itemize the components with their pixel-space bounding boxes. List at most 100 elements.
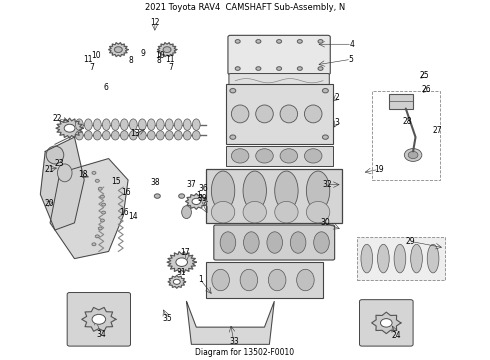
Circle shape — [230, 135, 236, 139]
Text: 32: 32 — [322, 180, 332, 189]
Polygon shape — [186, 194, 207, 209]
Ellipse shape — [138, 119, 146, 130]
Ellipse shape — [280, 149, 297, 163]
Circle shape — [96, 179, 99, 182]
Circle shape — [176, 258, 188, 266]
Polygon shape — [167, 252, 196, 273]
Circle shape — [101, 211, 105, 214]
Text: 27: 27 — [433, 126, 442, 135]
Ellipse shape — [231, 149, 249, 163]
Polygon shape — [56, 118, 83, 138]
Ellipse shape — [129, 119, 137, 130]
Circle shape — [98, 227, 102, 230]
Text: 10: 10 — [155, 51, 165, 60]
Text: 7: 7 — [89, 63, 94, 72]
Polygon shape — [82, 307, 116, 331]
Ellipse shape — [183, 119, 191, 130]
Circle shape — [115, 47, 122, 53]
Text: 36: 36 — [199, 184, 208, 193]
Text: 38: 38 — [150, 178, 160, 187]
Text: 16: 16 — [120, 208, 129, 217]
Ellipse shape — [240, 269, 258, 291]
Circle shape — [115, 47, 122, 53]
Ellipse shape — [306, 202, 330, 223]
Ellipse shape — [156, 131, 164, 140]
Ellipse shape — [394, 244, 406, 273]
Ellipse shape — [129, 131, 137, 140]
Ellipse shape — [147, 119, 155, 130]
Circle shape — [100, 195, 104, 198]
Text: 21: 21 — [45, 165, 54, 174]
Text: 16: 16 — [121, 188, 130, 197]
Circle shape — [318, 40, 323, 43]
Text: 33: 33 — [229, 337, 239, 346]
Text: 20: 20 — [44, 199, 54, 208]
Text: 13: 13 — [130, 129, 140, 138]
Ellipse shape — [290, 232, 306, 253]
Ellipse shape — [147, 131, 155, 140]
Circle shape — [256, 67, 261, 70]
FancyBboxPatch shape — [389, 94, 413, 109]
Ellipse shape — [46, 146, 64, 164]
Ellipse shape — [111, 119, 119, 130]
Ellipse shape — [269, 269, 286, 291]
Ellipse shape — [408, 152, 418, 158]
Text: 7: 7 — [169, 63, 173, 72]
Ellipse shape — [193, 131, 200, 140]
Circle shape — [235, 40, 240, 43]
Circle shape — [163, 47, 171, 53]
Text: 2021 Toyota RAV4  CAMSHAFT Sub-Assembly, N: 2021 Toyota RAV4 CAMSHAFT Sub-Assembly, … — [145, 3, 345, 12]
Text: 10: 10 — [92, 51, 101, 60]
Ellipse shape — [102, 131, 110, 140]
Ellipse shape — [193, 119, 200, 130]
Circle shape — [163, 47, 171, 53]
Ellipse shape — [275, 171, 298, 210]
Circle shape — [380, 319, 392, 327]
Circle shape — [277, 67, 282, 70]
Ellipse shape — [183, 131, 191, 140]
Ellipse shape — [174, 119, 182, 130]
Ellipse shape — [166, 131, 173, 140]
Text: 15: 15 — [111, 176, 121, 185]
Circle shape — [92, 171, 96, 174]
Ellipse shape — [174, 131, 182, 140]
Polygon shape — [372, 312, 401, 334]
Text: 39: 39 — [198, 194, 207, 203]
Circle shape — [100, 219, 104, 222]
Ellipse shape — [256, 149, 273, 163]
Circle shape — [101, 203, 105, 206]
FancyBboxPatch shape — [67, 293, 130, 346]
Ellipse shape — [404, 149, 422, 161]
Circle shape — [92, 243, 96, 246]
Circle shape — [154, 194, 160, 198]
Ellipse shape — [102, 119, 110, 130]
Ellipse shape — [111, 131, 119, 140]
Ellipse shape — [211, 202, 235, 223]
Circle shape — [96, 235, 99, 238]
Circle shape — [256, 40, 261, 43]
Text: 6: 6 — [104, 83, 109, 92]
Circle shape — [98, 187, 102, 190]
Text: 1: 1 — [198, 275, 202, 284]
Polygon shape — [50, 158, 128, 258]
Text: 9: 9 — [140, 49, 145, 58]
Ellipse shape — [84, 131, 92, 140]
Text: 11: 11 — [83, 55, 93, 64]
Ellipse shape — [57, 164, 72, 182]
FancyBboxPatch shape — [228, 35, 330, 75]
Text: Diagram for 13502-F0010: Diagram for 13502-F0010 — [196, 348, 294, 357]
Text: 14: 14 — [128, 212, 138, 221]
Ellipse shape — [84, 119, 92, 130]
Ellipse shape — [94, 131, 101, 140]
Ellipse shape — [75, 131, 83, 140]
Ellipse shape — [304, 105, 322, 123]
Ellipse shape — [244, 232, 259, 253]
Ellipse shape — [411, 244, 422, 273]
Text: 4: 4 — [350, 40, 355, 49]
Ellipse shape — [304, 149, 322, 163]
Ellipse shape — [182, 206, 192, 219]
Ellipse shape — [166, 119, 173, 130]
Text: 37: 37 — [187, 180, 196, 189]
Text: 31: 31 — [177, 268, 187, 277]
Circle shape — [235, 67, 240, 70]
